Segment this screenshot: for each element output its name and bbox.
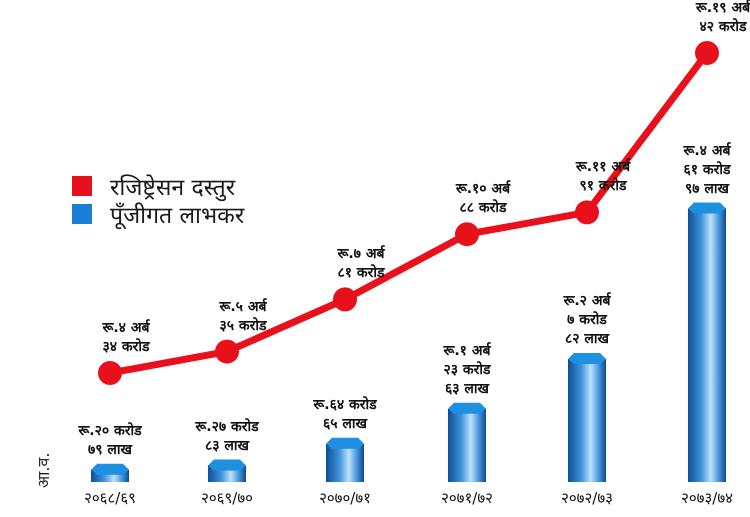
line-data-label: रू.५ अर्ब ३५ करोड: [219, 298, 266, 336]
legend-swatch-registration-fee: [72, 176, 92, 196]
bar: [568, 352, 606, 482]
line-data-label-line: ९१ करोड: [579, 178, 627, 195]
x-tick-label: २०७२/७३: [561, 489, 613, 507]
bar-data-label-line: रू.२० करोड: [78, 422, 142, 439]
line-point: [455, 222, 479, 247]
line-data-label-line: ३४ करोड: [102, 339, 150, 355]
bar-data-label-line: रू.६४ करोड: [313, 396, 377, 413]
bars-layer: [91, 202, 726, 482]
bar-data-label-line: ९७ लाख: [684, 180, 730, 197]
bar-data-label-line: ७ करोड: [567, 311, 607, 328]
line-data-label-line: रू.११ अर्ब: [575, 159, 631, 176]
line-data-label: रू.७ अर्ब ८१ करोड: [337, 245, 384, 283]
bar-data-label-line: रू.१ अर्ब: [443, 342, 491, 359]
line-layer: [98, 41, 719, 385]
line-data-label-line: रू.४ अर्ब: [102, 320, 150, 336]
x-tick-label: २०६८/६९: [84, 489, 136, 507]
bar-cap: [448, 402, 486, 414]
legend-swatch-capital-gains-tax: [72, 204, 92, 224]
bar: [448, 402, 486, 482]
bar-data-label-line: रू.२ अर्ब: [563, 292, 611, 309]
bar-data-label-line: ८२ लाख: [564, 330, 610, 347]
line-data-label: रू.१० अर्ब ८८ करोड: [456, 180, 510, 218]
line-data-label-line: रू.७ अर्ब: [337, 246, 385, 263]
bar: [208, 459, 246, 482]
bar-cap: [208, 459, 246, 471]
line-data-label: रू.११ अर्ब ९१ करोड: [576, 158, 630, 196]
line-point: [98, 361, 122, 385]
line-point: [333, 287, 357, 312]
bar-data-label-line: ८३ लाख: [204, 437, 250, 454]
line-data-label-line: ८१ करोड: [337, 265, 385, 282]
bar-data-label: रू.२७ करोड ८३ लाख: [195, 418, 258, 456]
bar-cap: [568, 352, 606, 364]
line-data-label-line: ३५ करोड: [219, 317, 267, 334]
bar-cap: [326, 437, 364, 449]
bar-data-label-line: ६१ करोड: [683, 161, 731, 178]
bar-cap: [91, 463, 129, 475]
line-data-label: रू.४ अर्ब ३४ करोड: [102, 319, 149, 357]
bar-data-label: रू.६४ करोड ६५ लाख: [313, 396, 376, 434]
x-tick-label: २०७१/७२: [441, 489, 493, 507]
legend-item-capital-gains-tax: पूँजीगत लाभकर: [72, 200, 245, 229]
bar-body: [568, 358, 606, 482]
line-data-label-line: रू.५ अर्ब: [219, 298, 267, 315]
bar-data-label-line: ६३ लाख: [444, 380, 490, 397]
series-line-registration-fee: [109, 50, 710, 377]
line-point: [215, 339, 239, 364]
bar-data-label-line: रू.४ अर्ब: [683, 142, 731, 159]
bar-data-label-line: ७९ लाख: [87, 441, 133, 458]
bar-body: [688, 208, 726, 482]
bar: [326, 437, 364, 482]
bar-data-label: रू.२ अर्ब ७ करोड ८२ लाख: [563, 292, 610, 349]
legend: रजिष्ट्रेसन दस्तुर पूँजीगत लाभकर: [72, 172, 245, 229]
bar-data-label: रू.१ अर्ब २३ करोड ६३ लाख: [443, 342, 490, 399]
bar-cap: [688, 202, 726, 214]
bar-data-label: रू.२० करोड ७९ लाख: [78, 422, 141, 460]
bar-body: [326, 443, 364, 482]
line-point: [695, 41, 719, 65]
legend-label-registration-fee: रजिष्ट्रेसन दस्तुर: [110, 175, 236, 201]
x-tick-label: २०७०/७१: [319, 489, 371, 507]
line-data-label-line: रू.१० अर्ब: [455, 181, 511, 198]
legend-label-capital-gains-tax: पूँजीगत लाभकर: [110, 203, 245, 229]
bar: [688, 202, 726, 482]
legend-item-registration-fee: रजिष्ट्रेसन दस्तुर: [72, 172, 244, 201]
line-data-label: रू.१९ अर्ब ४२ करोड: [696, 0, 750, 37]
bar: [91, 463, 129, 482]
line-data-label-line: ४२ करोड: [699, 19, 747, 35]
bar-body: [448, 408, 486, 482]
line-point: [575, 200, 599, 225]
bar-data-label-line: रू.२७ करोड: [195, 418, 259, 435]
x-tick-label: २०६९/७०: [201, 489, 253, 507]
x-tick-label: २०७३/७४: [681, 489, 733, 507]
line-data-label-line: ८८ करोड: [459, 200, 507, 217]
line-data-label-line: रू.१९ अर्ब: [695, 0, 750, 16]
bar-data-label-line: ६५ लाख: [322, 415, 368, 432]
y-axis-label: आ.व.: [34, 452, 53, 488]
bar-data-label: रू.४ अर्ब ६१ करोड ९७ लाख: [683, 142, 730, 199]
bar-data-label-line: २३ करोड: [443, 361, 491, 378]
